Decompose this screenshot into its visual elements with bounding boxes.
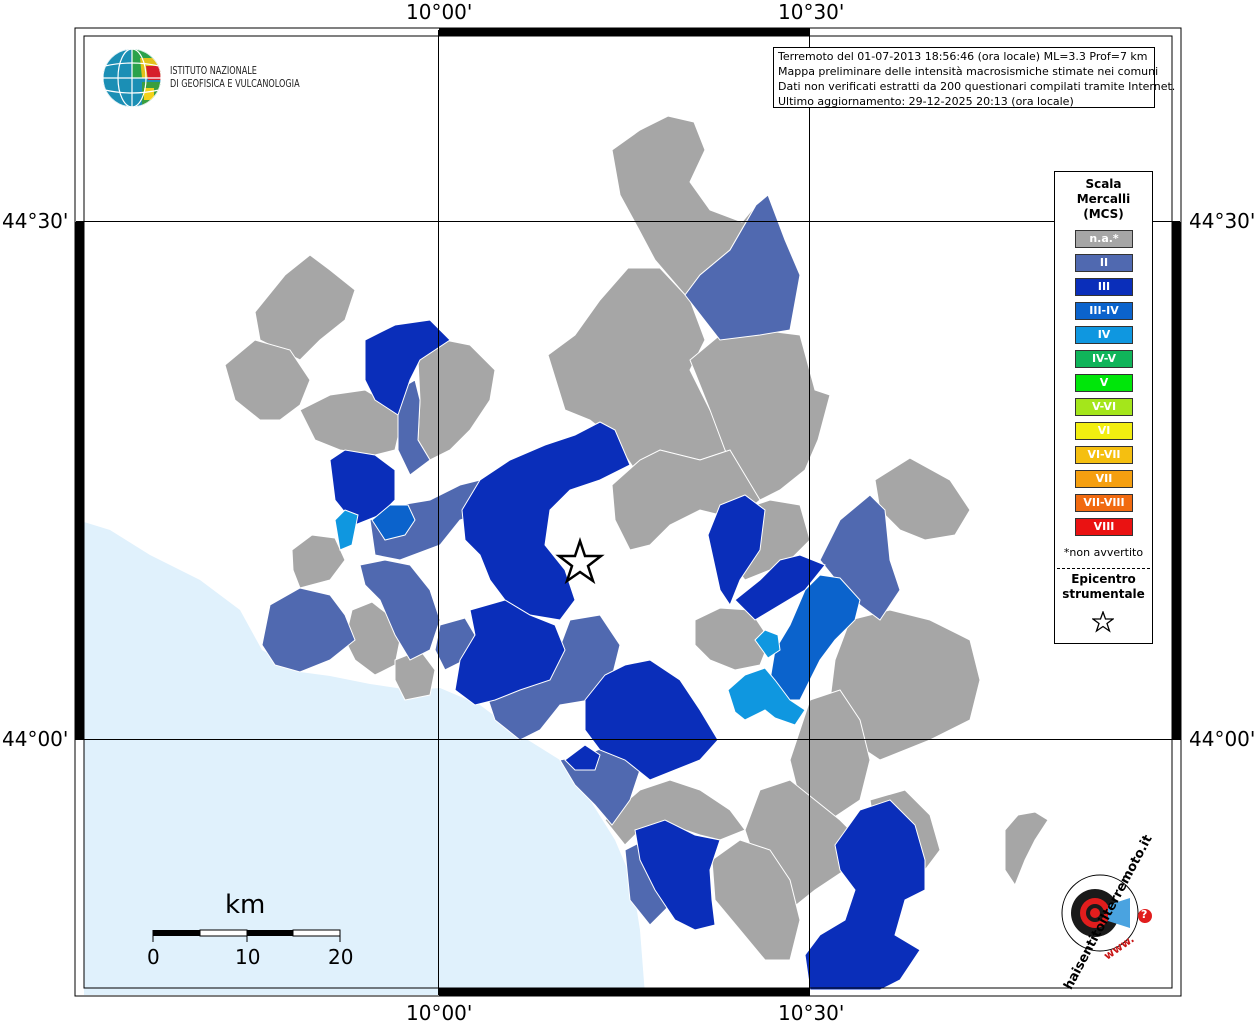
tick-left-1: 44°30' (2, 209, 69, 233)
sea-area (84, 522, 645, 995)
legend-star-icon (1092, 611, 1114, 633)
legend-title-line-3: (MCS) (1083, 207, 1124, 221)
municipality (291, 534, 346, 589)
municipality (684, 194, 801, 341)
municipalities-intensity-III-IV (371, 504, 861, 701)
legend-swatch: VII-VIII (1075, 494, 1133, 512)
scale-label-20: 20 (328, 945, 354, 969)
municipality (711, 839, 801, 961)
legend-swatch: V-VI (1075, 398, 1133, 416)
info-line-1: Terremoto del 01-07-2013 18:56:46 (ora l… (778, 50, 1148, 63)
map-frame (74, 27, 1182, 997)
municipalities-intensity-II (261, 194, 901, 926)
municipality (371, 504, 416, 541)
municipality (769, 574, 861, 701)
tick-bottom-1: 10°00' (406, 1001, 473, 1025)
municipality (707, 494, 766, 607)
municipality (874, 457, 971, 541)
legend-swatch: VIII (1075, 518, 1133, 536)
legend-swatch: n.a.* (1075, 230, 1133, 248)
mcs-legend: Scala Mercalli (MCS) n.a.* II III III-IV IV I… (1054, 171, 1153, 644)
legend-swatch: V (1075, 374, 1133, 392)
tick-left-2: 44°00' (2, 727, 69, 751)
legend-swatch: VII (1075, 470, 1133, 488)
haisentito-badge-text: haisentitoilterremoto.it www. ? (1040, 833, 1170, 993)
tick-top-1: 10°00' (406, 0, 473, 24)
legend-epicenter-label: Epicentro strumentale (1055, 572, 1152, 602)
municipality (804, 799, 926, 991)
badge-text-question: ? (1141, 908, 1148, 921)
legend-title: Scala Mercalli (MCS) (1055, 177, 1152, 222)
legend-note: *non avvertito (1063, 546, 1144, 559)
legend-swatch: IV-V (1075, 350, 1133, 368)
legend-epicenter-line-2: strumentale (1062, 587, 1145, 601)
scale-label-10: 10 (235, 945, 261, 969)
logo-line-1: ISTITUTO NAZIONALE (170, 64, 257, 77)
municipalities-intensity-III (329, 319, 926, 991)
legend-title-line-1: Scala (1085, 177, 1122, 191)
municipality (397, 379, 431, 476)
municipalities-intensity-IV (334, 509, 806, 726)
scale-unit: km (225, 890, 266, 920)
municipality (224, 339, 311, 421)
municipality (611, 115, 757, 296)
tick-right-1: 44°30' (1189, 209, 1256, 233)
municipality (261, 587, 356, 673)
municipality (359, 559, 441, 661)
tick-bottom-2: 10°30' (778, 1001, 845, 1025)
info-line-3: Dati non verificati estratti da 200 ques… (778, 80, 1176, 93)
legend-separator (1057, 568, 1150, 569)
ingv-globe-icon (103, 49, 161, 107)
municipality (754, 629, 781, 659)
municipality (734, 554, 826, 621)
municipality (364, 319, 451, 416)
scale-label-0: 0 (147, 945, 160, 969)
municipality (417, 339, 496, 461)
logo-line-2: DI GEOFISICA E VULCANOLOGIA (170, 77, 300, 90)
graticule (76, 30, 1180, 995)
island (1004, 811, 1049, 887)
tick-top-2: 10°30' (778, 0, 845, 24)
legend-swatch: VI-VII (1075, 446, 1133, 464)
municipality (461, 421, 631, 621)
municipality (727, 667, 806, 726)
event-info-box: Terremoto del 01-07-2013 18:56:46 (ora l… (773, 47, 1176, 108)
haisentito-badge-icon (1061, 874, 1152, 952)
ingv-logo-text: ISTITUTO NAZIONALE DI GEOFISICA E VULCAN… (170, 64, 300, 90)
municipality (564, 744, 601, 771)
info-line-2: Mappa preliminare delle intensità macros… (778, 65, 1159, 78)
legend-swatch: IV (1075, 326, 1133, 344)
legend-swatch: III-IV (1075, 302, 1133, 320)
municipality (634, 819, 721, 931)
legend-swatch: III (1075, 278, 1133, 296)
legend-title-line-2: Mercalli (1076, 192, 1131, 206)
legend-epicenter-line-1: Epicentro (1071, 572, 1136, 586)
info-line-4: Ultimo aggiornamento: 29-12-2025 20:13 (… (778, 95, 1074, 108)
legend-swatch: II (1075, 254, 1133, 272)
municipality (694, 607, 771, 671)
municipality (584, 659, 719, 781)
municipality (454, 599, 566, 706)
epicenter-star-icon (555, 537, 605, 585)
municipality (334, 509, 359, 551)
legend-swatch: VI (1075, 422, 1133, 440)
badge-text-www: www. (1101, 932, 1137, 963)
municipality (329, 449, 396, 526)
scale-bar (152, 929, 341, 942)
tick-right-2: 44°00' (1189, 727, 1256, 751)
